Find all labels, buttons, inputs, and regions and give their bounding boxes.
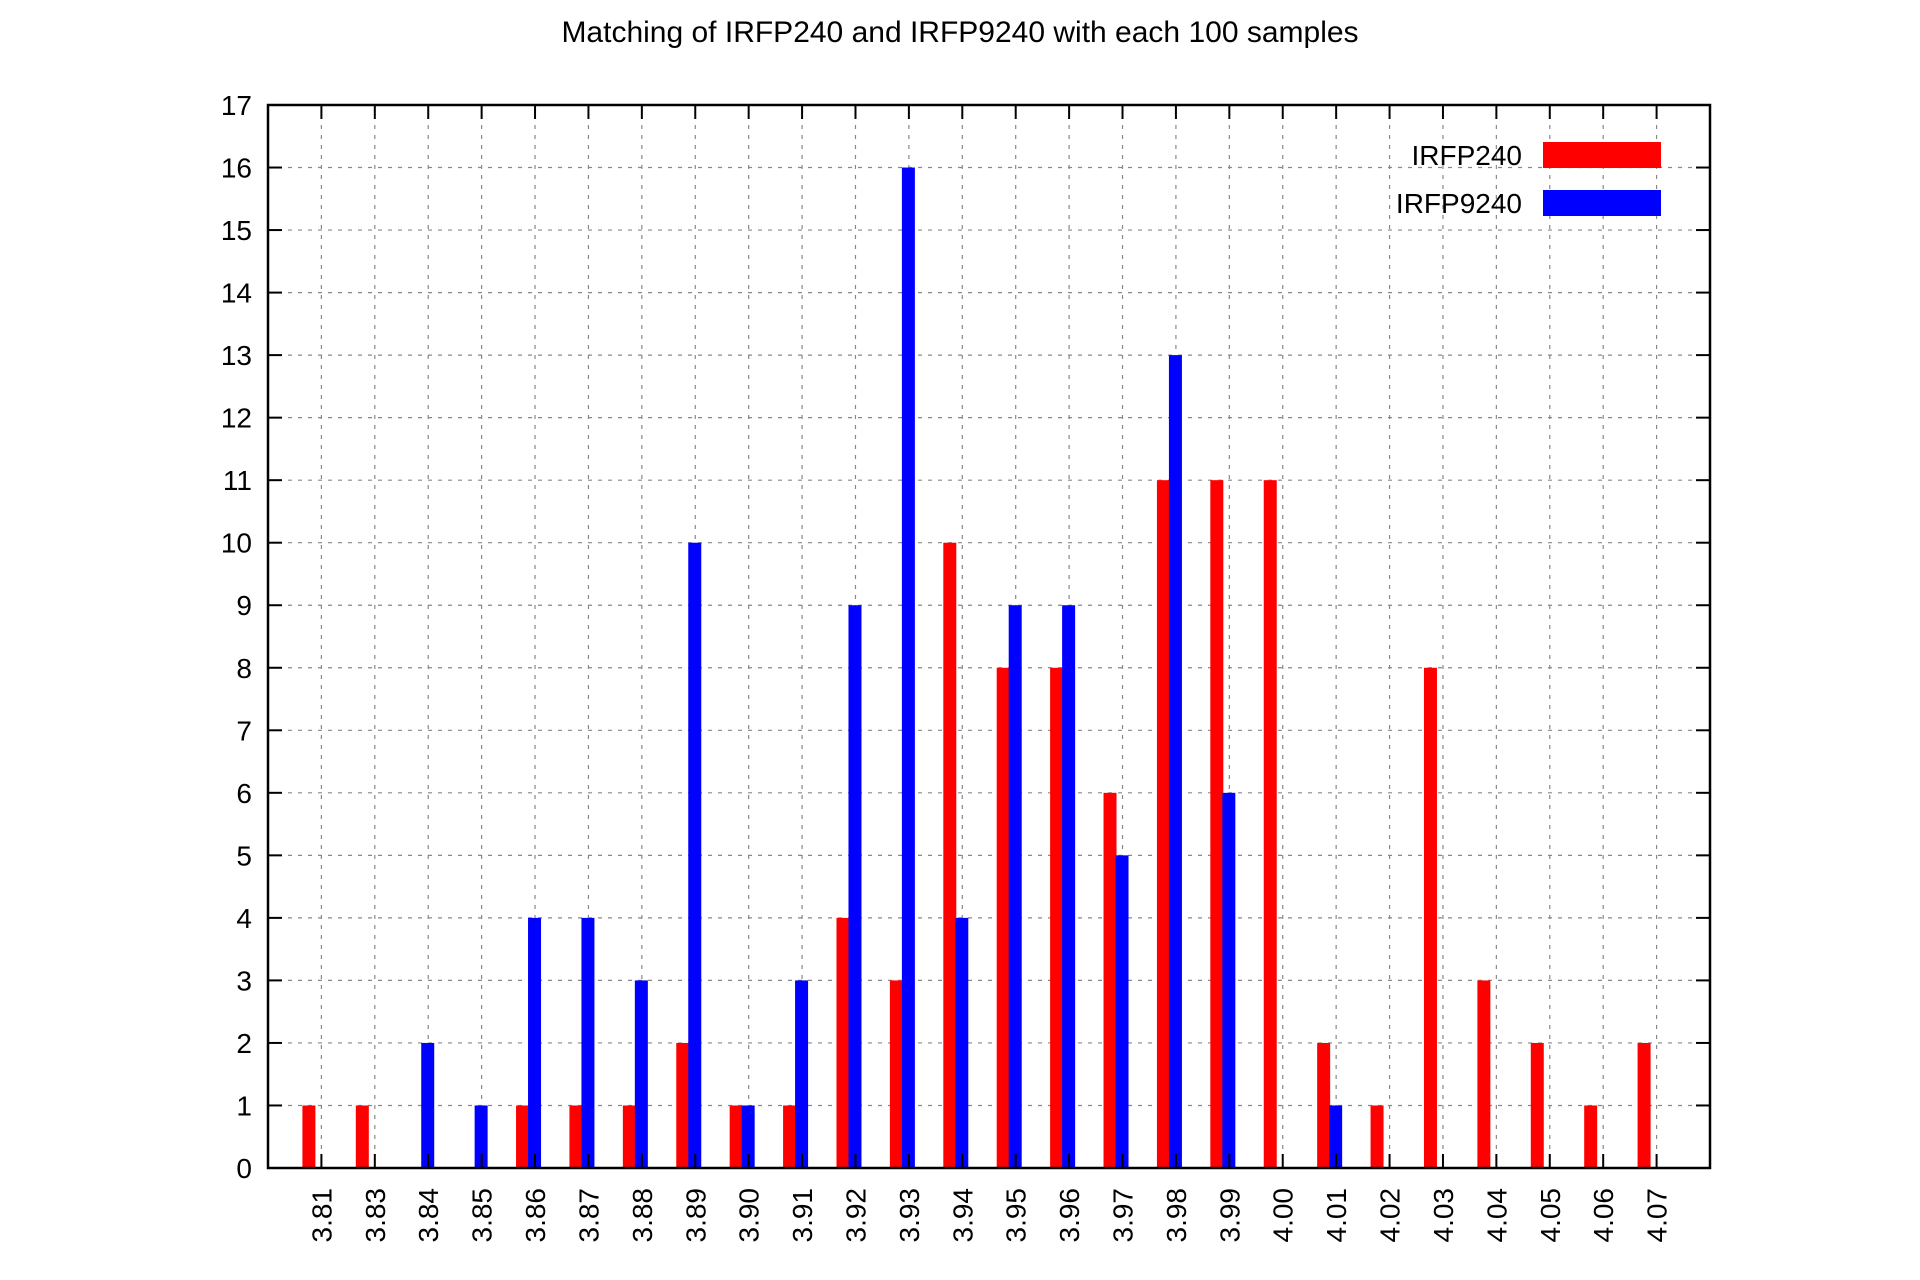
- x-tick-label: 3.86: [520, 1188, 551, 1243]
- bar-irfp9240: [581, 917, 595, 1168]
- bar-irfp9240: [1115, 855, 1129, 1168]
- bar-irfp240: [1584, 1105, 1598, 1168]
- bar-irfp240: [1530, 1042, 1544, 1168]
- bar-irfp9240: [848, 605, 862, 1168]
- x-tick-label: 3.99: [1214, 1188, 1245, 1243]
- bar-irfp240: [783, 1105, 797, 1168]
- bar-irfp240: [1423, 667, 1437, 1168]
- bar-irfp240: [1263, 480, 1277, 1168]
- bar-irfp240: [943, 542, 957, 1168]
- x-tick-label: 3.98: [1161, 1188, 1192, 1243]
- bar-irfp240: [1370, 1105, 1384, 1168]
- bar-irfp240: [1156, 480, 1170, 1168]
- bar-irfp240: [1637, 1042, 1651, 1168]
- y-tick-label: 5: [236, 840, 252, 871]
- bar-irfp9240: [1329, 1105, 1343, 1168]
- legend-label: IRFP9240: [1396, 188, 1522, 219]
- x-tick-label: 3.90: [734, 1188, 765, 1243]
- y-tick-label: 0: [236, 1153, 252, 1184]
- x-tick-label: 4.06: [1588, 1188, 1619, 1243]
- chart-title: Matching of IRFP240 and IRFP9240 with ea…: [561, 16, 1358, 49]
- bar-irfp9240: [1008, 605, 1022, 1168]
- bar-irfp9240: [474, 1105, 488, 1168]
- x-tick-label: 3.93: [894, 1188, 925, 1243]
- bar-irfp240: [1210, 480, 1224, 1168]
- x-tick-label: 3.94: [947, 1188, 978, 1243]
- legend-label: IRFP240: [1412, 140, 1523, 171]
- x-tick-label: 4.05: [1535, 1188, 1566, 1243]
- y-tick-label: 16: [221, 153, 252, 184]
- bar-irfp240: [1477, 980, 1491, 1168]
- y-tick-label: 17: [221, 90, 252, 121]
- bar-irfp9240: [421, 1042, 435, 1168]
- x-tick-label: 3.88: [627, 1188, 658, 1243]
- bar-irfp240: [622, 1105, 636, 1168]
- x-tick-label: 4.01: [1321, 1188, 1352, 1243]
- x-tick-label: 3.92: [840, 1188, 871, 1243]
- x-tick-label: 4.00: [1268, 1188, 1299, 1243]
- legend-swatch: [1543, 190, 1661, 216]
- x-tick-label: 3.96: [1054, 1188, 1085, 1243]
- y-tick-label: 8: [236, 653, 252, 684]
- x-tick-label: 4.04: [1481, 1188, 1512, 1243]
- y-tick-label: 13: [221, 340, 252, 371]
- y-tick-label: 14: [221, 278, 252, 309]
- bar-irfp9240: [795, 980, 809, 1168]
- bar-irfp240: [516, 1105, 530, 1168]
- y-tick-label: 11: [223, 465, 252, 496]
- bar-irfp9240: [634, 980, 648, 1168]
- x-tick-label: 3.83: [360, 1188, 391, 1243]
- legend-swatch: [1543, 142, 1661, 168]
- plot-frame: [266, 103, 1712, 1170]
- bar-irfp240: [836, 917, 850, 1168]
- x-tick-label: 3.84: [413, 1188, 444, 1243]
- y-tick-label: 15: [221, 215, 252, 246]
- y-tick-label: 3: [236, 965, 252, 996]
- bar-irfp240: [1103, 792, 1117, 1168]
- bar-irfp9240: [1168, 355, 1182, 1168]
- y-tick-label: 1: [236, 1090, 252, 1121]
- bar-irfp240: [996, 667, 1010, 1168]
- bar-irfp9240: [741, 1105, 755, 1168]
- bar-irfp9240: [688, 542, 702, 1168]
- bar-irfp240: [355, 1105, 369, 1168]
- x-tick-label: 3.81: [306, 1188, 337, 1243]
- bar-irfp9240: [1222, 792, 1236, 1168]
- x-tick-label: 3.87: [573, 1188, 604, 1243]
- bar-irfp240: [1317, 1042, 1331, 1168]
- bar-irfp9240: [1062, 605, 1076, 1168]
- bar-irfp240: [569, 1105, 583, 1168]
- bar-irfp240: [302, 1105, 316, 1168]
- y-tick-label: 9: [236, 590, 252, 621]
- bar-irfp240: [889, 980, 903, 1168]
- x-tick-label: 4.02: [1375, 1188, 1406, 1243]
- y-tick-label: 6: [236, 778, 252, 809]
- bar-irfp240: [1050, 667, 1064, 1168]
- y-tick-label: 10: [221, 528, 252, 559]
- y-tick-label: 4: [236, 903, 252, 934]
- x-tick-label: 3.85: [467, 1188, 498, 1243]
- bar-irfp9240: [901, 167, 915, 1168]
- y-tick-label: 2: [236, 1028, 252, 1059]
- bar-irfp9240: [955, 917, 969, 1168]
- y-tick-label: 12: [221, 403, 252, 434]
- x-tick-label: 3.89: [680, 1188, 711, 1243]
- bar-irfp9240: [528, 917, 542, 1168]
- x-tick-label: 3.97: [1108, 1188, 1139, 1243]
- bar-irfp240: [676, 1042, 690, 1168]
- bars: [302, 167, 1651, 1168]
- x-tick-label: 3.91: [787, 1188, 818, 1243]
- x-tick-label: 3.95: [1001, 1188, 1032, 1243]
- bar-irfp240: [729, 1105, 743, 1168]
- x-tick-label: 4.07: [1642, 1188, 1673, 1243]
- x-tick-label: 4.03: [1428, 1188, 1459, 1243]
- y-tick-label: 7: [236, 715, 252, 746]
- legend: IRFP240 IRFP9240: [1396, 140, 1661, 219]
